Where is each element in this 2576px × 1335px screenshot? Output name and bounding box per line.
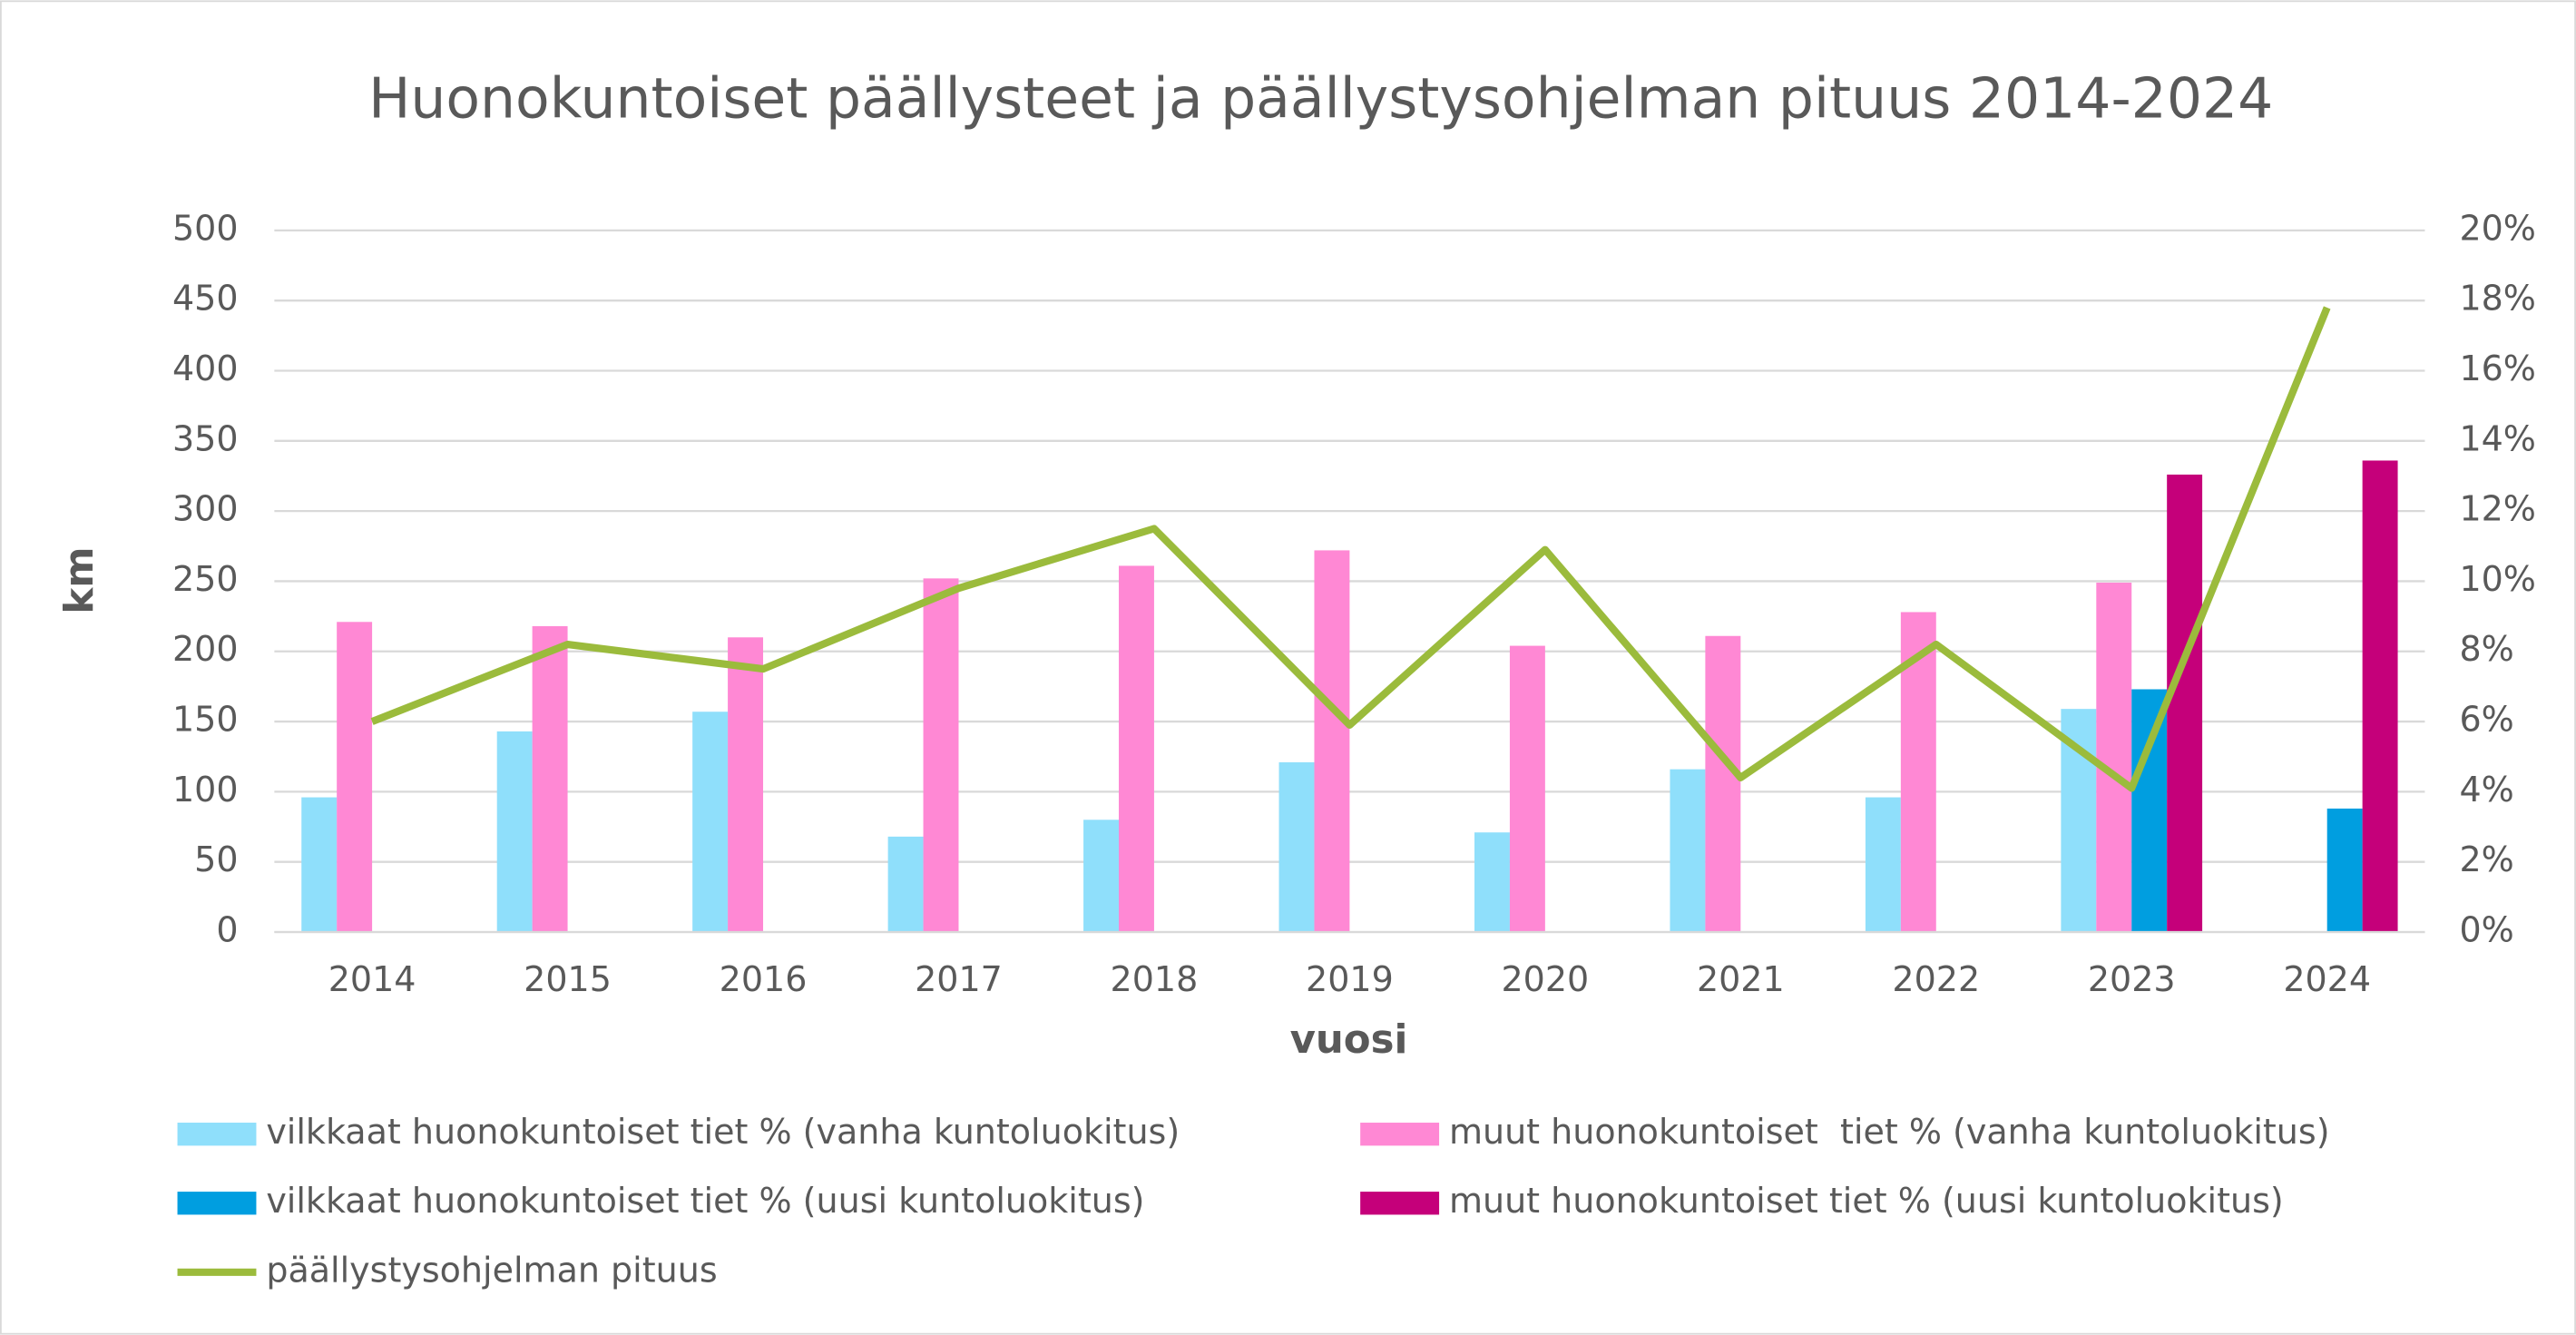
y2-tick-label: 16%	[2459, 348, 2536, 388]
bar	[692, 712, 729, 933]
y2-tick-label: 2%	[2459, 839, 2513, 879]
x-tick-label: 2024	[2283, 959, 2371, 999]
legend-swatch	[1360, 1192, 1440, 1215]
y2-tick-label: 20%	[2459, 208, 2536, 248]
bar	[1083, 820, 1120, 933]
x-tick-label: 2019	[1306, 959, 1394, 999]
bar	[1314, 550, 1350, 933]
legend-label: vilkkaat huonokuntoiset tiet % (uusi kun…	[266, 1181, 1144, 1221]
y-tick-label: 350	[172, 418, 239, 458]
x-tick-label: 2023	[2088, 959, 2176, 999]
y2-tick-label: 12%	[2459, 489, 2536, 529]
legend-label: muut huonokuntoiset tiet % (vanha kuntol…	[1449, 1112, 2330, 1152]
y-tick-label: 500	[172, 208, 239, 248]
bar	[2362, 460, 2398, 933]
bar	[2131, 689, 2168, 933]
y2-tick-label: 0%	[2459, 910, 2513, 950]
bar	[1474, 832, 1510, 933]
y2-tick-label: 6%	[2459, 700, 2513, 740]
x-axis-label: vuosi	[1290, 1017, 1408, 1063]
y-tick-label: 100	[172, 770, 239, 810]
legend-swatch	[177, 1192, 257, 1215]
y-tick-label: 150	[172, 700, 239, 740]
bar	[1670, 769, 1706, 933]
bar	[496, 731, 533, 933]
legend-label: päällystysohjelman pituus	[266, 1250, 717, 1290]
bar	[301, 797, 338, 933]
y-tick-label: 250	[172, 559, 239, 599]
x-tick-label: 2022	[1892, 959, 1980, 999]
x-tick-label: 2015	[524, 959, 612, 999]
legend-label: muut huonokuntoiset tiet % (uusi kuntolu…	[1449, 1181, 2284, 1221]
bar	[337, 622, 373, 933]
bar	[1705, 635, 1741, 933]
x-tick-label: 2017	[915, 959, 1003, 999]
x-tick-label: 2014	[328, 959, 416, 999]
bar	[532, 625, 568, 933]
y-tick-label: 0	[216, 910, 238, 950]
bar	[2326, 808, 2363, 933]
bar	[1278, 761, 1315, 933]
y2-tick-label: 18%	[2459, 279, 2536, 319]
bar	[887, 836, 924, 933]
x-tick-label: 2020	[1501, 959, 1589, 999]
y2-tick-label: 10%	[2459, 559, 2536, 599]
line-series	[370, 306, 2331, 792]
bar	[1119, 565, 1154, 933]
y-axis-label: km	[57, 546, 103, 614]
y2-tick-label: 8%	[2459, 629, 2513, 669]
y-tick-label: 50	[194, 839, 238, 879]
y2-tick-label: 14%	[2459, 418, 2536, 458]
bar	[2096, 582, 2132, 933]
x-tick-label: 2016	[720, 959, 808, 999]
y-tick-label: 200	[172, 629, 239, 669]
bar	[1509, 645, 1545, 933]
x-tick-label: 2018	[1111, 959, 1199, 999]
legend-label: vilkkaat huonokuntoiset tiet % (vanha ku…	[266, 1112, 1180, 1152]
legend-swatch	[1360, 1123, 1440, 1146]
y-tick-label: 300	[172, 489, 239, 529]
y-tick-label: 450	[172, 279, 239, 319]
bar	[1865, 797, 1901, 933]
bar	[2167, 474, 2203, 933]
x-tick-label: 2021	[1697, 959, 1785, 999]
bar	[923, 578, 959, 933]
chart-title: Huonokuntoiset päällysteet ja päällystys…	[368, 66, 2273, 132]
y-tick-label: 400	[172, 348, 239, 388]
y2-tick-label: 4%	[2459, 770, 2513, 810]
legend-swatch	[177, 1123, 257, 1146]
bar	[728, 637, 764, 933]
